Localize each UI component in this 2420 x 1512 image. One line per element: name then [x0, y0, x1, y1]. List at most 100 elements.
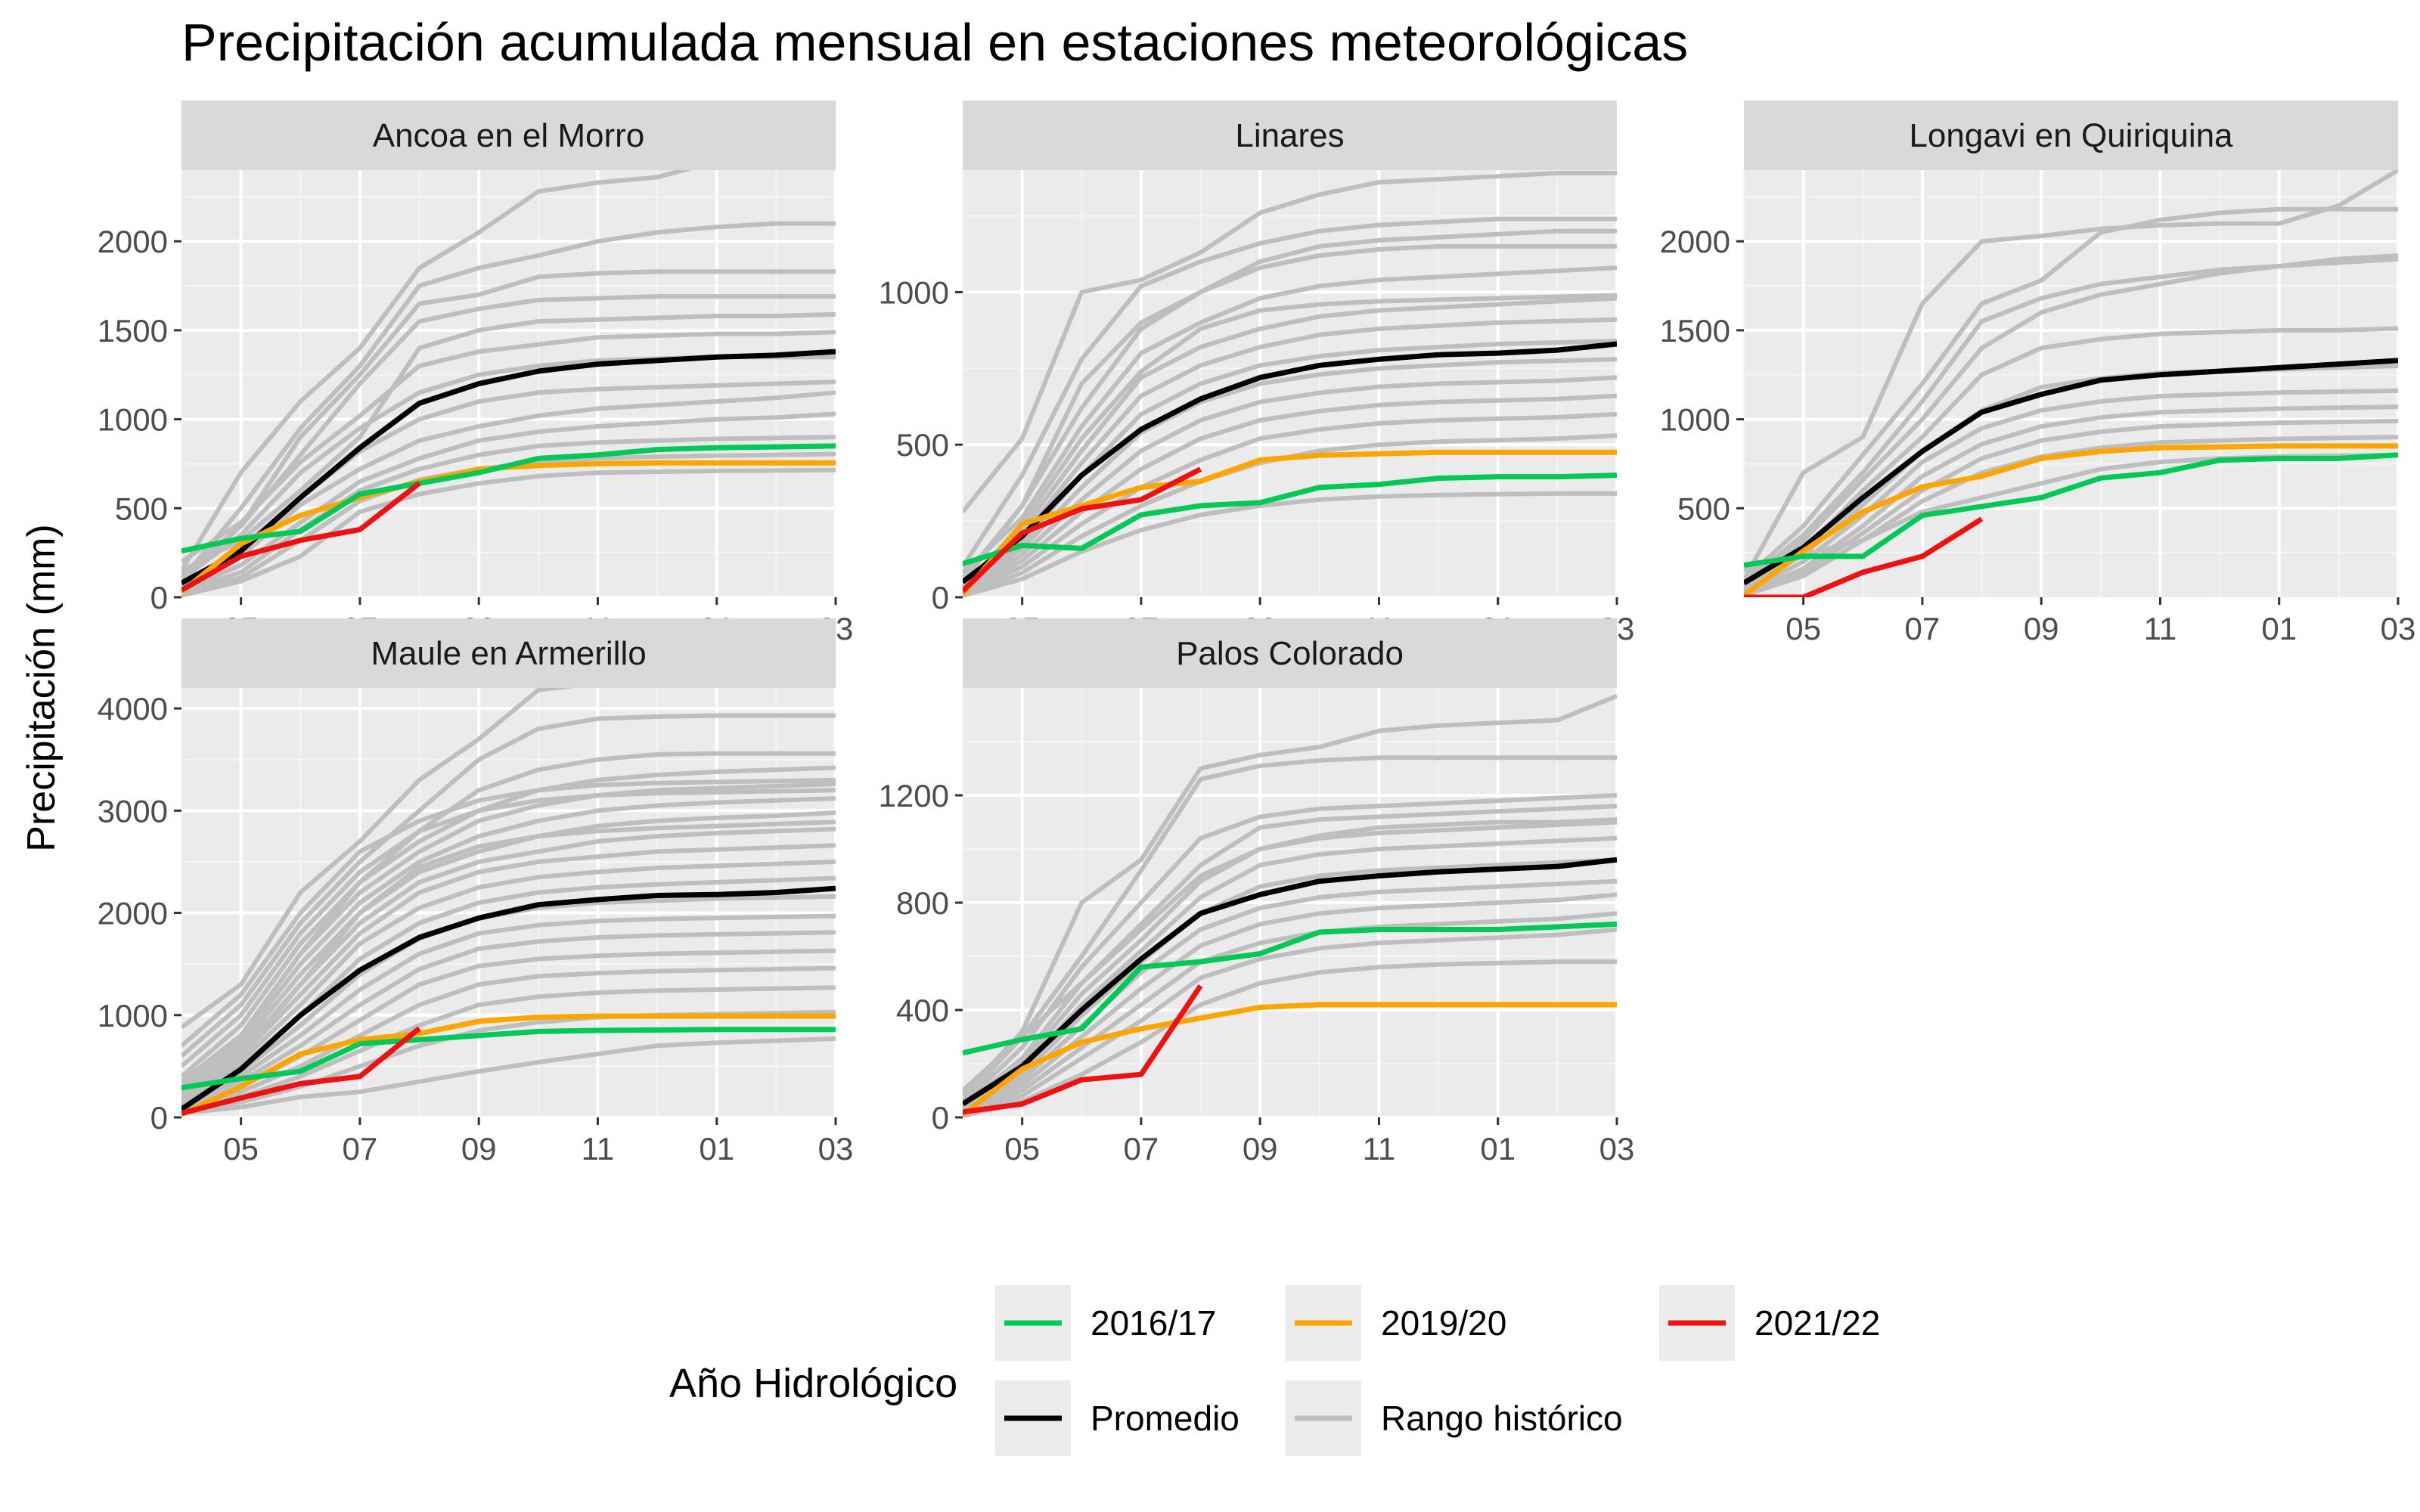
historic-line: [182, 810, 836, 1091]
historic-line: [182, 330, 836, 564]
strip-label: Linares: [1235, 117, 1344, 154]
historic-line: [182, 713, 836, 1058]
x-tick-label: 11: [582, 1131, 615, 1167]
historic-line: [963, 265, 1617, 575]
lines: [963, 171, 1617, 597]
historic-line: [1744, 404, 2398, 596]
y-tick-label: 400: [896, 993, 949, 1028]
series-line: [1744, 516, 1984, 597]
legend-label: Rango histórico: [1381, 1399, 1623, 1438]
historic-line: [182, 688, 575, 1030]
historic-line: [963, 835, 1617, 1111]
series-line: [963, 984, 1203, 1115]
y-tick-label: 0: [150, 580, 168, 615]
historic-line: [963, 911, 1617, 1117]
historic-line: [182, 269, 836, 578]
facet-panel: Maule en Armerillo 0 1000 2000 3000 4000 05 07 0…: [98, 618, 854, 1167]
historic-line: [963, 243, 1617, 581]
historic-line: [1744, 418, 2398, 596]
historic-line: [182, 859, 836, 1097]
strip-background: [963, 618, 1617, 688]
historic-line: [182, 221, 836, 581]
series-line: [963, 466, 1202, 593]
lines: [182, 170, 836, 597]
x-tick-label: 05: [223, 1131, 259, 1167]
historic-line: [963, 171, 1617, 513]
y-tick-label: 1000: [98, 998, 168, 1033]
x-tick-label: 11: [1363, 1131, 1396, 1167]
historic-line: [182, 820, 836, 1105]
chart-title: Precipitación acumulada mensual en estac…: [182, 13, 1688, 72]
y-tick-label: 1000: [98, 402, 168, 438]
strip-background: [182, 101, 836, 170]
historic-line: [1744, 388, 2398, 594]
historic-line: [963, 927, 1617, 1117]
facet-panels: Ancoa en el Morro 0 500 1000 1500 2000 05 07 09 1…: [98, 101, 2415, 1167]
historic-line: [963, 804, 1617, 1109]
historic-line: [963, 959, 1617, 1117]
strip-label: Longavi en Quiriquina: [1909, 117, 2233, 154]
y-tick-label: 2000: [98, 224, 168, 259]
legend-item: Promedio: [995, 1380, 1239, 1456]
historic-line: [182, 985, 836, 1112]
x-tick-label: 01: [2261, 611, 2297, 646]
x-tick-label: 03: [1599, 1131, 1635, 1167]
legend-item: Rango histórico: [1286, 1380, 1623, 1456]
legend-item: 2019/20: [1286, 1285, 1506, 1361]
historic-line: [182, 913, 836, 1104]
historic-line: [182, 170, 693, 572]
y-tick-label: 2000: [98, 896, 168, 931]
y-tick-label: 0: [150, 1100, 168, 1136]
x-tick-label: 09: [461, 1131, 497, 1167]
historic-line: [182, 311, 836, 573]
y-tick-label: 0: [932, 1100, 949, 1136]
legend-title: Año Hidrológico: [669, 1361, 957, 1406]
facet-panel: Palos Colorado 0 400 800 1200 05 07 09 11 01 03: [879, 618, 1635, 1167]
facet-panel: Longavi en Quiriquina 500 1000 1500 2000 05 07…: [1660, 101, 2415, 646]
facet-panel: Linares05001000050709110103: [879, 101, 1634, 646]
strip-label: Ancoa en el Morro: [373, 117, 645, 154]
facet-panel: Ancoa en el Morro05001000150020000507091…: [98, 101, 853, 646]
x-tick-label: 07: [1905, 611, 1941, 646]
historic-line: [963, 878, 1617, 1114]
historic-line: [963, 491, 1617, 597]
historic-line: [963, 228, 1617, 584]
historic-line: [182, 467, 836, 597]
y-tick-label: 1500: [98, 313, 168, 349]
series-line: [963, 857, 1617, 1107]
historic-line: [963, 693, 1617, 1098]
historic-line: [963, 357, 1617, 593]
historic-line: [182, 751, 836, 1068]
strip-background: [182, 618, 836, 688]
legend-item: 2021/22: [1659, 1285, 1880, 1361]
y-tick-label: 1000: [879, 274, 949, 310]
series-line: [182, 1013, 836, 1117]
x-tick-label: 11: [2144, 611, 2177, 646]
historic-line: [182, 435, 836, 594]
historic-line: [963, 857, 1617, 1114]
y-tick-label: 1500: [1660, 313, 1730, 349]
strip-background: [1744, 101, 2398, 170]
x-tick-label: 03: [818, 1131, 854, 1167]
y-tick-label: 500: [1677, 491, 1730, 526]
series-line: [182, 443, 836, 554]
historic-line: [182, 930, 836, 1105]
y-tick-label: 3000: [98, 793, 168, 829]
historic-line: [963, 411, 1617, 596]
series-line: [1744, 358, 2398, 586]
historic-line: [963, 817, 1617, 1092]
historic-line: [963, 293, 1617, 590]
legend-label: Promedio: [1091, 1399, 1239, 1438]
y-tick-label: 1200: [879, 778, 949, 813]
historic-line: [182, 765, 836, 1079]
y-tick-label: 800: [896, 885, 949, 921]
series-line: [963, 472, 1617, 566]
x-tick-label: 01: [699, 1131, 734, 1167]
historic-line: [182, 411, 836, 593]
series-line: [963, 449, 1617, 596]
legend-label: 2016/17: [1091, 1303, 1216, 1343]
series-line: [182, 349, 836, 586]
historic-line: [1744, 170, 2398, 581]
series-line: [963, 341, 1617, 584]
